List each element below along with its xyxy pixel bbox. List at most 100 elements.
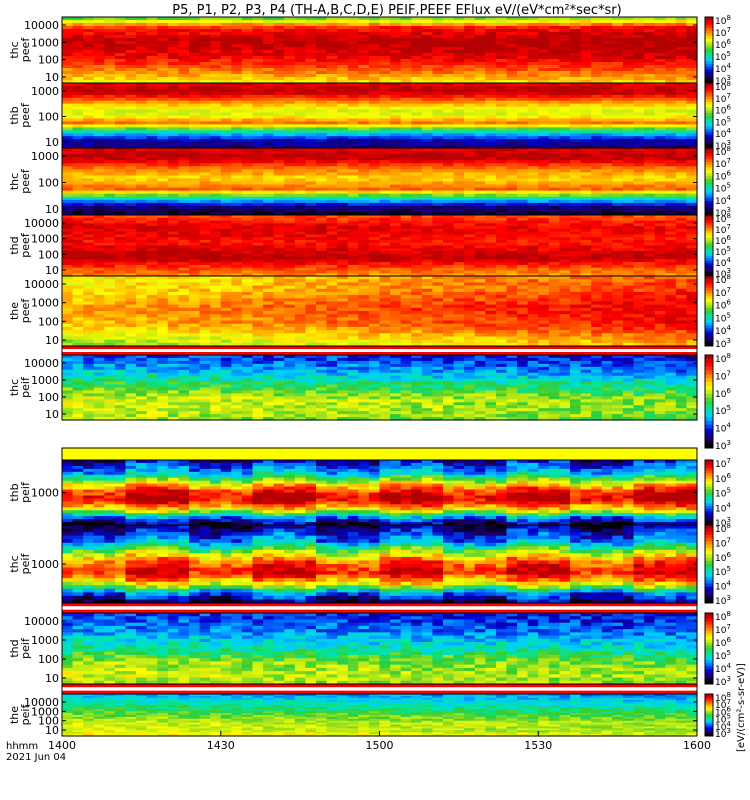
heatmap-cell bbox=[93, 181, 105, 186]
heatmap-cell bbox=[622, 68, 635, 72]
heatmap-cell bbox=[146, 166, 158, 170]
heatmap-cell bbox=[453, 32, 465, 36]
heatmap-cell bbox=[167, 181, 180, 186]
heatmap-cell bbox=[62, 83, 74, 87]
heatmap-cell bbox=[146, 20, 158, 24]
heatmap-cell bbox=[675, 17, 688, 21]
heatmap-cell bbox=[347, 202, 359, 207]
heatmap-cell bbox=[114, 211, 127, 216]
heatmap-cell bbox=[189, 199, 201, 204]
heatmap-cell bbox=[400, 53, 412, 57]
heatmap-cell bbox=[231, 196, 243, 201]
heatmap-cell bbox=[210, 163, 222, 167]
heatmap-cell bbox=[495, 163, 508, 167]
heatmap-cell bbox=[146, 103, 158, 108]
heatmap-cell bbox=[485, 17, 497, 21]
heatmap-cell bbox=[400, 44, 412, 48]
heatmap-cell bbox=[665, 77, 677, 81]
heatmap-cell bbox=[432, 68, 444, 72]
heatmap-cell bbox=[284, 211, 296, 216]
colorbar-swatch bbox=[705, 61, 713, 65]
heatmap-cell bbox=[104, 71, 116, 75]
colorbar-swatch bbox=[705, 39, 713, 43]
heatmap-cell bbox=[62, 193, 74, 198]
heatmap-cell bbox=[411, 148, 423, 152]
heatmap-cell bbox=[337, 94, 349, 99]
heatmap-cell bbox=[167, 53, 180, 57]
heatmap-cell bbox=[453, 208, 465, 213]
heatmap-cell bbox=[167, 208, 180, 213]
heatmap-cell bbox=[157, 169, 169, 173]
heatmap-cell bbox=[178, 59, 190, 63]
heatmap-cell bbox=[686, 136, 698, 140]
heatmap-cell bbox=[252, 205, 264, 210]
heatmap-cell bbox=[316, 187, 328, 192]
heatmap-cell bbox=[443, 109, 455, 114]
heatmap-cell bbox=[506, 38, 518, 42]
heatmap-cell bbox=[241, 142, 254, 146]
heatmap-cell bbox=[273, 103, 285, 108]
heatmap-cell bbox=[178, 211, 190, 216]
heatmap-cell bbox=[305, 53, 317, 57]
heatmap-cell bbox=[400, 124, 412, 128]
heatmap-cell bbox=[125, 85, 137, 90]
heatmap-cell bbox=[421, 175, 434, 180]
colorbar-swatch bbox=[705, 88, 713, 92]
heatmap-cell bbox=[305, 59, 317, 63]
heatmap-cell bbox=[485, 145, 497, 149]
heatmap-cell bbox=[72, 157, 84, 161]
heatmap-cell bbox=[453, 196, 465, 201]
heatmap-cell bbox=[326, 103, 338, 108]
heatmap-cell bbox=[125, 83, 137, 87]
heatmap-cell bbox=[633, 47, 645, 51]
heatmap-cell bbox=[263, 35, 275, 39]
heatmap-cell bbox=[665, 100, 677, 105]
heatmap-cell bbox=[485, 136, 497, 140]
heatmap-cell bbox=[220, 68, 232, 72]
heatmap-cell bbox=[559, 109, 571, 114]
heatmap-cell bbox=[527, 20, 539, 24]
heatmap-cell bbox=[453, 68, 465, 72]
heatmap-cell bbox=[665, 91, 677, 96]
heatmap-cell bbox=[654, 115, 666, 120]
heatmap-cell bbox=[559, 83, 571, 87]
heatmap-cell bbox=[316, 133, 328, 137]
heatmap-cell bbox=[326, 154, 338, 158]
colorbar-tick-label: 107 bbox=[715, 157, 731, 170]
heatmap-cell bbox=[231, 97, 243, 102]
heatmap-cell bbox=[601, 44, 613, 48]
heatmap-cell bbox=[263, 106, 275, 111]
heatmap-cell bbox=[622, 26, 635, 30]
heatmap-cell bbox=[443, 157, 455, 161]
heatmap-cell bbox=[263, 145, 275, 149]
heatmap-cell bbox=[326, 83, 338, 87]
heatmap-cell bbox=[241, 80, 254, 84]
heatmap-cell bbox=[527, 50, 539, 54]
heatmap-cell bbox=[157, 91, 169, 96]
heatmap-cell bbox=[326, 68, 338, 72]
heatmap-cell bbox=[411, 121, 423, 125]
heatmap-cell bbox=[421, 148, 434, 152]
heatmap-cell bbox=[231, 65, 243, 69]
heatmap-cell bbox=[686, 94, 698, 99]
heatmap-cell bbox=[294, 80, 307, 84]
heatmap-cell bbox=[400, 74, 412, 78]
heatmap-cell bbox=[83, 50, 95, 54]
heatmap-cell bbox=[580, 29, 592, 33]
heatmap-cell bbox=[136, 124, 148, 128]
heatmap-cell bbox=[421, 130, 434, 134]
heatmap-cell bbox=[506, 65, 518, 69]
heatmap-cell bbox=[633, 136, 645, 140]
heatmap-cell bbox=[474, 94, 486, 99]
heatmap-cell bbox=[337, 47, 349, 51]
heatmap-cell bbox=[72, 74, 84, 78]
heatmap-cell bbox=[400, 32, 412, 36]
heatmap-cell bbox=[548, 59, 561, 63]
heatmap-cell bbox=[622, 127, 635, 131]
heatmap-cell bbox=[114, 163, 127, 167]
heatmap-cell bbox=[622, 100, 635, 105]
heatmap-cell bbox=[337, 184, 349, 189]
heatmap-cell bbox=[305, 136, 317, 140]
heatmap-cell bbox=[199, 85, 211, 90]
heatmap-cell bbox=[83, 181, 95, 186]
